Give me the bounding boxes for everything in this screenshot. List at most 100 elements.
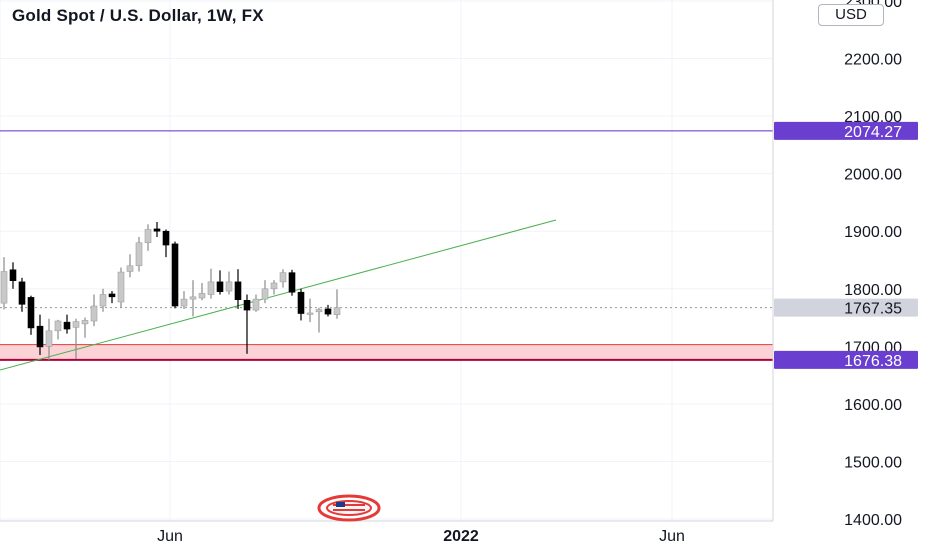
price-tick-label: 2000.00 <box>844 167 902 184</box>
candle-body <box>117 271 125 303</box>
support-price-label: 1676.38 <box>844 353 902 370</box>
candle-body <box>9 269 17 282</box>
candle <box>0 257 8 310</box>
candle-body <box>36 325 44 348</box>
candle <box>18 277 26 312</box>
candle-body <box>180 298 188 307</box>
price-tick-label: 2100.00 <box>844 109 902 126</box>
time-tick-label: Jun <box>659 528 685 545</box>
candle-body <box>126 265 134 272</box>
candle <box>297 288 305 321</box>
price-tick-label: 1900.00 <box>844 224 902 241</box>
candle <box>234 269 242 309</box>
candle <box>324 304 332 317</box>
candle <box>90 294 98 327</box>
candle-body <box>27 297 35 329</box>
candle <box>27 295 35 335</box>
chart-grid <box>0 0 773 521</box>
candle-body <box>18 281 26 305</box>
candle <box>198 283 206 301</box>
price-tick-label: 2200.00 <box>844 52 902 69</box>
horizontal-levels[interactable] <box>0 130 773 361</box>
candle-body <box>216 281 224 292</box>
current-price-label: 1767.35 <box>844 301 902 318</box>
candle-body <box>81 320 89 325</box>
candle-body <box>54 320 62 332</box>
candle <box>99 288 107 312</box>
price-tick-label: 1600.00 <box>844 397 902 414</box>
candle-body <box>252 298 260 311</box>
price-axis[interactable]: 2300.002200.002100.002000.001900.001800.… <box>772 0 902 529</box>
candle <box>279 269 287 288</box>
price-tick-label: 1800.00 <box>844 282 902 299</box>
candle <box>216 270 224 295</box>
candle-body <box>225 281 233 292</box>
candle <box>126 254 134 278</box>
resistance-price-label-bg <box>774 121 918 140</box>
candlestick-series <box>0 222 341 361</box>
candle <box>36 314 44 355</box>
candle-body <box>270 282 278 290</box>
currency-button[interactable]: USD <box>818 4 884 26</box>
trendline[interactable] <box>0 219 557 371</box>
candle-body <box>198 293 206 299</box>
candle-body <box>207 281 215 295</box>
candle <box>270 280 278 295</box>
candle <box>315 307 323 333</box>
candle-body <box>171 243 179 307</box>
candle-body <box>324 308 332 315</box>
candle-body <box>0 271 8 304</box>
candle <box>72 318 80 359</box>
candle-body <box>72 321 80 328</box>
tradingview-flag-logo[interactable] <box>317 494 381 522</box>
price-tick-label: 1500.00 <box>844 454 902 471</box>
candle-body <box>153 228 161 232</box>
current-price-label-bg <box>774 298 918 317</box>
candle <box>9 262 17 289</box>
candle <box>243 294 251 354</box>
support-zone-fill <box>0 344 773 360</box>
candle <box>54 319 62 340</box>
candle <box>333 289 341 319</box>
candle <box>261 280 269 304</box>
candle <box>288 269 296 296</box>
candle <box>207 268 215 299</box>
candle <box>189 280 197 317</box>
candle <box>153 222 161 237</box>
candle-body <box>234 281 242 301</box>
price-tick-label: 1400.00 <box>844 512 902 529</box>
price-labels: 2074.27 1767.35 1676.38 <box>774 121 918 370</box>
candle <box>117 267 125 308</box>
time-axis[interactable]: Jun 2022 Jun <box>0 520 773 545</box>
candle <box>63 314 71 334</box>
candle <box>225 271 233 295</box>
candle-body <box>63 321 71 330</box>
candle <box>108 291 116 304</box>
candle <box>81 317 89 338</box>
candle <box>45 318 53 361</box>
support-zone[interactable] <box>0 344 773 360</box>
candle-body <box>144 229 152 244</box>
candle-body <box>333 307 341 315</box>
candle <box>135 236 143 272</box>
candle-body <box>90 305 98 322</box>
candle <box>306 298 314 323</box>
candle-body <box>243 299 251 311</box>
candle <box>144 224 152 251</box>
trendline-group[interactable] <box>0 219 557 371</box>
candle-body <box>297 291 305 314</box>
candle <box>171 241 179 309</box>
time-tick-label: 2022 <box>443 528 479 545</box>
candle-body <box>261 288 269 300</box>
candle-body <box>279 272 287 283</box>
candle-body <box>45 330 53 347</box>
candle-body <box>306 312 314 315</box>
time-tick-label: Jun <box>157 528 183 545</box>
support-price-label-bg <box>774 350 918 369</box>
chart-title: Gold Spot / U.S. Dollar, 1W, FX <box>12 6 264 25</box>
candle-body <box>99 294 107 307</box>
resistance-price-label: 2074.27 <box>844 124 902 141</box>
candle-body <box>315 309 323 313</box>
candle <box>162 229 170 258</box>
